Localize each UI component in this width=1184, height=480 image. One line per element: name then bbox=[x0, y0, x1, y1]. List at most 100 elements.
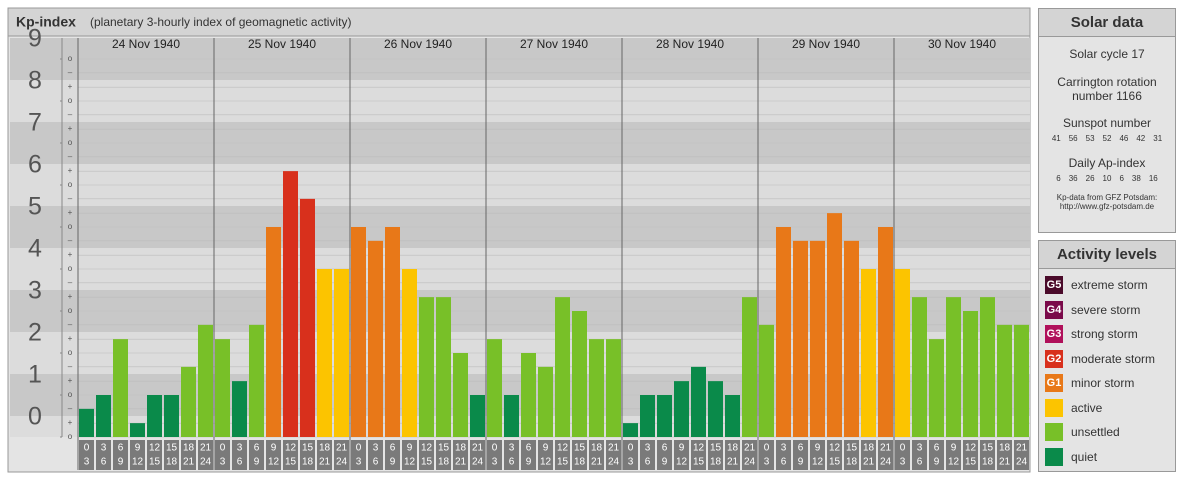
bar bbox=[521, 353, 536, 437]
bar bbox=[164, 395, 179, 437]
bar bbox=[657, 395, 672, 437]
day-label: 29 Nov 1940 bbox=[792, 37, 860, 51]
y-minor-label: – bbox=[68, 404, 73, 413]
bar bbox=[674, 381, 689, 437]
hour-label: 9 bbox=[951, 443, 957, 454]
hour-box bbox=[572, 440, 587, 470]
hour-label: 18 bbox=[574, 457, 586, 468]
hour-label: 6 bbox=[781, 457, 787, 468]
hour-label: 9 bbox=[271, 443, 277, 454]
hour-label: 9 bbox=[934, 457, 940, 468]
hour-label: 9 bbox=[254, 457, 260, 468]
hour-label: 6 bbox=[254, 443, 260, 454]
number: 52 bbox=[1102, 134, 1112, 143]
hour-label: 24 bbox=[336, 457, 348, 468]
y-minor-label: o bbox=[68, 306, 73, 315]
hour-label: 18 bbox=[166, 457, 178, 468]
hour-box bbox=[861, 440, 876, 470]
solar-title: Solar data bbox=[1039, 9, 1175, 37]
hour-label: 12 bbox=[268, 457, 280, 468]
y-tick-label: 5 bbox=[28, 193, 42, 221]
hour-label: 0 bbox=[220, 443, 226, 454]
y-minor-label: – bbox=[68, 68, 73, 77]
carrington: Carrington rotation number 1166 bbox=[1039, 75, 1175, 103]
bar bbox=[198, 324, 213, 437]
hour-label: 6 bbox=[237, 457, 243, 468]
hour-box bbox=[334, 440, 349, 470]
hour-label: 3 bbox=[628, 457, 634, 468]
hour-box bbox=[878, 440, 893, 470]
hour-label: 9 bbox=[407, 443, 413, 454]
hour-label: 21 bbox=[999, 457, 1011, 468]
y-minor-label: – bbox=[68, 278, 73, 287]
hour-label: 15 bbox=[710, 443, 722, 454]
number: 31 bbox=[1153, 134, 1163, 143]
legend-item: G1 minor storm bbox=[1039, 371, 1175, 396]
bar bbox=[946, 297, 961, 437]
bar bbox=[623, 423, 638, 437]
hour-label: 21 bbox=[336, 443, 348, 454]
bar bbox=[232, 381, 247, 437]
y-minor-label: – bbox=[68, 152, 73, 161]
source: Kp-data from GFZ Potsdam: http://www.gfz-… bbox=[1039, 193, 1175, 211]
hour-label: 3 bbox=[764, 457, 770, 468]
bar bbox=[249, 324, 264, 437]
hour-label: 21 bbox=[727, 457, 739, 468]
bar bbox=[436, 297, 451, 437]
legend-swatch bbox=[1045, 423, 1063, 442]
hour-label: 24 bbox=[472, 457, 484, 468]
hour-label: 15 bbox=[693, 457, 705, 468]
hour-label: 9 bbox=[526, 457, 532, 468]
hour-box bbox=[997, 440, 1012, 470]
bar bbox=[385, 227, 400, 437]
bar bbox=[555, 297, 570, 437]
y-tick-label: 3 bbox=[28, 277, 42, 305]
hour-label: 15 bbox=[965, 457, 977, 468]
hour-label: 18 bbox=[183, 443, 195, 454]
y-minor-label: + bbox=[68, 124, 73, 133]
hour-box bbox=[113, 440, 128, 470]
hour-box bbox=[623, 440, 638, 470]
hour-label: 15 bbox=[438, 443, 450, 454]
hour-box bbox=[844, 440, 859, 470]
hour-label: 21 bbox=[455, 457, 467, 468]
bar bbox=[793, 240, 808, 437]
bar bbox=[572, 311, 587, 437]
hour-label: 15 bbox=[149, 457, 161, 468]
bar bbox=[368, 240, 383, 437]
hour-label: 12 bbox=[693, 443, 705, 454]
y-minor-label: o bbox=[68, 222, 73, 231]
hour-label: 0 bbox=[764, 443, 770, 454]
hour-box bbox=[487, 440, 502, 470]
day-label: 28 Nov 1940 bbox=[656, 37, 724, 51]
hour-box bbox=[181, 440, 196, 470]
legend-label: strong storm bbox=[1071, 327, 1138, 342]
legend-label: minor storm bbox=[1071, 376, 1135, 391]
y-minor-label: + bbox=[68, 250, 73, 259]
hour-label: 3 bbox=[84, 457, 90, 468]
hour-label: 3 bbox=[356, 457, 362, 468]
hour-label: 21 bbox=[608, 443, 620, 454]
hour-box bbox=[1014, 440, 1029, 470]
day-label: 30 Nov 1940 bbox=[928, 37, 996, 51]
y-tick-label: 0 bbox=[28, 403, 42, 431]
hour-label: 6 bbox=[934, 443, 940, 454]
hour-box bbox=[453, 440, 468, 470]
number: 46 bbox=[1119, 134, 1129, 143]
bar bbox=[963, 311, 978, 437]
legend-item: G5 extreme storm bbox=[1039, 273, 1175, 298]
hour-box bbox=[538, 440, 553, 470]
y-minor-label: o bbox=[68, 96, 73, 105]
hour-label: 12 bbox=[965, 443, 977, 454]
solar-panel: Solar data Solar cycle 17 Carrington rot… bbox=[1038, 8, 1176, 233]
hour-box bbox=[147, 440, 162, 470]
legend-label: severe storm bbox=[1071, 302, 1141, 317]
hour-box bbox=[657, 440, 672, 470]
hour-label: 21 bbox=[1016, 443, 1028, 454]
y-minor-label: + bbox=[68, 376, 73, 385]
hour-label: 3 bbox=[917, 443, 923, 454]
hour-box bbox=[215, 440, 230, 470]
hour-box bbox=[674, 440, 689, 470]
bar bbox=[878, 227, 893, 437]
hour-box bbox=[827, 440, 842, 470]
